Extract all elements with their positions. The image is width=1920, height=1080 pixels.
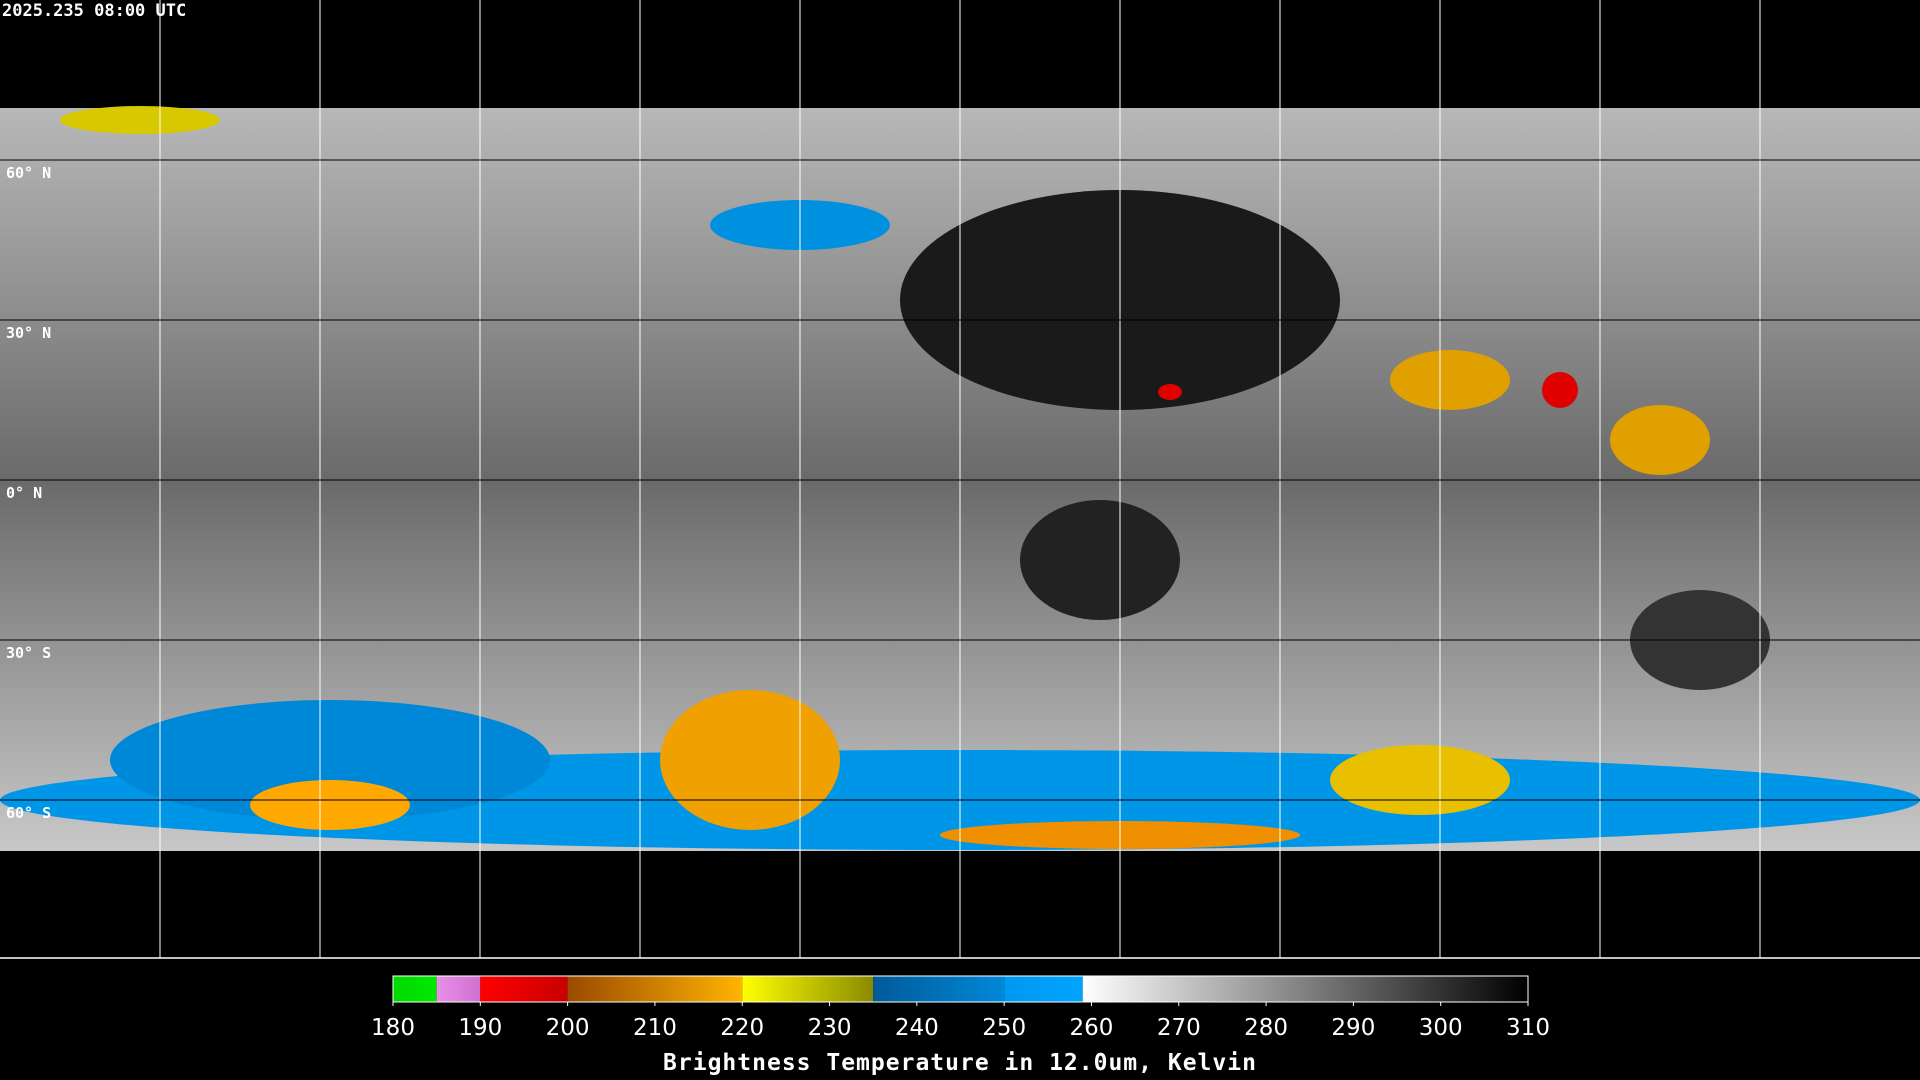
colorbar-tick-label: 260 [1070, 1015, 1114, 1041]
graticule [159, 0, 1761, 958]
colorbar-segment [873, 976, 1005, 1002]
colorbar-tick-label: 280 [1244, 1015, 1288, 1041]
lat-label: 30° S [6, 644, 51, 662]
colorbar-segment [480, 976, 568, 1002]
colorbar-tick-label: 300 [1419, 1015, 1463, 1041]
colorbar-tick-label: 180 [371, 1015, 415, 1041]
cold-cloud [660, 690, 840, 830]
colorbar-tick-label: 200 [546, 1015, 590, 1041]
colorbar-tick-label: 240 [895, 1015, 939, 1041]
colorbar-tick-label: 310 [1506, 1015, 1550, 1041]
cold-cloud [1610, 405, 1710, 475]
colorbar-tick-label: 270 [1157, 1015, 1201, 1041]
dry-region [1020, 500, 1180, 620]
lat-label: 0° N [6, 484, 42, 502]
timestamp: 2025.235 08:00 UTC [2, 1, 186, 21]
cold-cloud [1330, 745, 1510, 815]
cold-cloud [250, 780, 410, 830]
lat-label: 60° S [6, 804, 51, 822]
colorbar-tick-label: 290 [1331, 1015, 1375, 1041]
storm-core [1542, 372, 1578, 408]
colorbar-tick-label: 220 [720, 1015, 764, 1041]
cold-cloud [110, 700, 550, 820]
colorbar-tick-label: 250 [982, 1015, 1026, 1041]
colorbar: 180 190 200 210 220 230 240 250 260 270 280 290 300 3… [371, 975, 1550, 1041]
colorbar-segment [1082, 976, 1528, 1002]
colorbar-title: Brightness Temperature in 12.0um, Kelvin [663, 1050, 1257, 1076]
colorbar-segment [567, 976, 743, 1002]
colorbar-segment [436, 976, 481, 1002]
lat-label: 60° N [6, 164, 51, 182]
colorbar-segment [1004, 976, 1083, 1002]
colorbar-segment [742, 976, 874, 1002]
colorbar-frame [392, 975, 1529, 1003]
colorbar-tick-label: 210 [633, 1015, 677, 1041]
cold-cloud [1390, 350, 1510, 410]
colorbar-segment [393, 976, 437, 1002]
lat-label: 30° N [6, 324, 51, 342]
storm-core [1158, 384, 1182, 400]
colorbar-tick-label: 190 [458, 1015, 502, 1041]
colorbar-tick-label: 230 [808, 1015, 852, 1041]
cold-cloud [60, 106, 220, 134]
